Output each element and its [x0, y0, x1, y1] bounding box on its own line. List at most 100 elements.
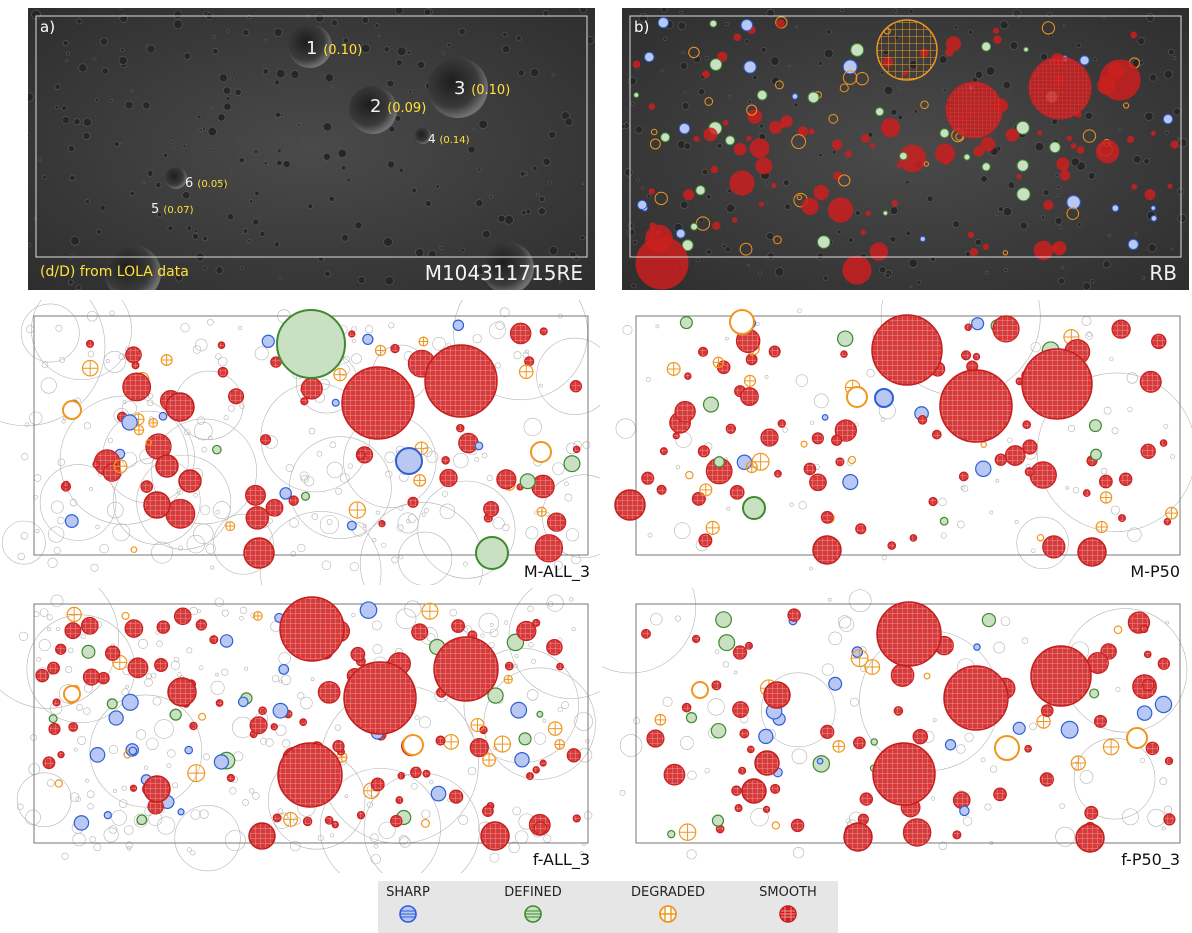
small-crater — [182, 143, 187, 148]
small-crater — [278, 275, 282, 280]
crater-smooth-large — [1077, 537, 1107, 567]
crater-smooth — [1095, 139, 1120, 164]
crater-sharp — [121, 414, 138, 431]
crater-smooth — [451, 619, 466, 634]
unclassified-crater — [531, 658, 536, 664]
small-crater — [240, 266, 244, 270]
crater-smooth — [842, 255, 872, 285]
crater-smooth — [1016, 173, 1022, 180]
crater-defined — [702, 396, 720, 413]
unclassified-crater — [674, 615, 681, 622]
crater-degraded — [980, 441, 987, 448]
unclassified-crater — [186, 534, 206, 554]
small-crater — [1118, 127, 1122, 131]
small-crater — [848, 237, 854, 243]
crater-smooth — [820, 724, 835, 739]
crater-smooth — [762, 805, 771, 814]
small-crater — [193, 228, 198, 234]
crater-smooth — [217, 366, 229, 378]
small-crater — [130, 89, 133, 93]
crater-smooth — [681, 702, 692, 713]
crater-smooth — [632, 60, 641, 69]
crater-degraded — [800, 440, 808, 448]
small-crater — [1146, 13, 1155, 22]
small-crater — [1176, 136, 1180, 140]
unclassified-crater — [486, 475, 493, 482]
unclassified-crater — [782, 427, 788, 433]
crater-smooth — [749, 138, 770, 159]
unclassified-crater — [95, 524, 100, 530]
unclassified-crater — [563, 481, 569, 487]
unclassified-crater — [514, 653, 519, 658]
unclassified-crater — [502, 523, 510, 532]
small-crater — [1147, 243, 1157, 253]
unclassified-crater — [170, 660, 181, 670]
panel-b-terrain — [622, 8, 1189, 290]
crater-sharp — [272, 702, 289, 719]
small-crater — [439, 246, 443, 250]
crater-smooth — [509, 322, 532, 345]
small-crater — [67, 144, 76, 153]
small-crater — [398, 167, 404, 173]
unclassified-crater — [481, 452, 488, 459]
small-crater — [377, 34, 381, 38]
unclassified-crater — [1014, 519, 1019, 524]
unclassified-crater — [1163, 805, 1173, 815]
crater-smooth — [1005, 128, 1019, 142]
small-crater — [770, 56, 780, 66]
small-crater — [156, 212, 162, 218]
unclassified-crater — [210, 565, 215, 570]
small-crater — [129, 190, 135, 197]
unclassified-crater — [21, 453, 29, 461]
map-craters — [614, 300, 1192, 571]
unclassified-crater — [726, 506, 731, 511]
unclassified-crater — [186, 847, 192, 853]
crater-smooth — [745, 353, 758, 366]
crater-defined — [1016, 187, 1031, 202]
small-crater — [28, 92, 34, 102]
small-crater — [186, 225, 193, 232]
unclassified-crater — [121, 785, 128, 792]
unclassified-crater — [289, 517, 299, 528]
crater-smooth — [260, 434, 272, 446]
small-crater — [252, 218, 260, 226]
crater-smooth — [744, 641, 753, 650]
unclassified-crater — [105, 359, 110, 364]
small-crater — [67, 279, 74, 286]
small-crater — [254, 190, 260, 196]
small-crater — [1002, 80, 1011, 90]
crater-smooth — [390, 343, 400, 354]
small-crater — [788, 64, 791, 68]
legend-label: SHARP — [386, 885, 430, 900]
small-crater — [897, 89, 901, 93]
unclassified-crater — [29, 411, 43, 425]
small-crater — [538, 196, 545, 203]
small-crater — [460, 247, 465, 253]
small-crater — [1009, 41, 1019, 50]
crater-defined — [681, 239, 694, 252]
crater-degraded — [1002, 250, 1009, 256]
unclassified-crater — [542, 719, 547, 723]
small-crater — [146, 170, 154, 177]
crater-smooth — [195, 619, 208, 631]
crater-smooth — [701, 70, 710, 79]
unclassified-crater — [404, 600, 422, 618]
crater-sharp — [213, 754, 230, 770]
unclassified-crater — [335, 487, 343, 495]
crater-degraded-hatch — [548, 721, 562, 736]
crater-defined — [563, 455, 581, 473]
crater-label-4: 4 (0.14) — [428, 132, 470, 146]
small-crater — [837, 229, 842, 235]
small-crater — [1042, 189, 1050, 196]
crater-defined — [81, 644, 96, 659]
crater-sharp — [1066, 195, 1081, 210]
crater-smooth — [1167, 183, 1173, 189]
small-crater — [341, 234, 349, 242]
crater-smooth — [774, 469, 782, 478]
small-crater — [1060, 265, 1064, 269]
unclassified-crater — [1170, 454, 1176, 460]
unclassified-crater — [395, 608, 417, 630]
crater-defined — [963, 153, 971, 161]
unclassified-crater — [290, 840, 301, 852]
legend-item-defined: DEFINED — [478, 885, 588, 924]
